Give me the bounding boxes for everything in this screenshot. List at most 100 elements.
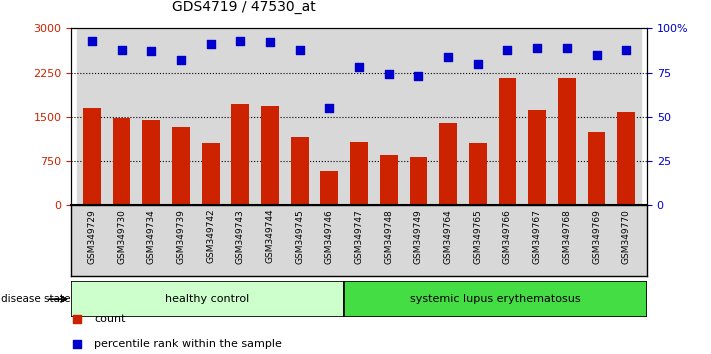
Text: healthy control: healthy control (166, 294, 250, 304)
Text: GSM349742: GSM349742 (206, 209, 215, 263)
Bar (558, 79, 576, 205)
Bar (587, 132, 606, 205)
Point (146, 48, 157, 54)
Point (205, 41, 216, 47)
Bar (196, 28, 225, 205)
Bar (404, 28, 433, 205)
Point (561, 45, 572, 51)
Bar (404, 205, 433, 276)
Bar (552, 205, 582, 276)
Bar (523, 28, 552, 205)
Text: GSM349766: GSM349766 (503, 209, 512, 264)
Point (591, 52, 602, 58)
Bar (374, 205, 404, 276)
Bar (225, 205, 255, 276)
Text: GSM349749: GSM349749 (414, 209, 423, 264)
Bar (463, 205, 493, 276)
Text: GSM349767: GSM349767 (533, 209, 542, 264)
Bar (344, 281, 647, 317)
Text: GSM349765: GSM349765 (474, 209, 482, 264)
Bar (582, 205, 611, 276)
Bar (439, 123, 457, 205)
Point (472, 61, 483, 67)
Text: GSM349744: GSM349744 (265, 209, 274, 263)
Bar (196, 205, 225, 276)
Bar (611, 28, 641, 205)
Bar (350, 142, 368, 205)
Bar (77, 28, 107, 205)
Text: GSM349764: GSM349764 (444, 209, 453, 264)
Text: systemic lupus erythematosus: systemic lupus erythematosus (410, 294, 581, 304)
Bar (285, 205, 314, 276)
Point (621, 47, 632, 52)
Bar (321, 171, 338, 205)
Bar (528, 110, 546, 205)
Text: GSM349746: GSM349746 (325, 209, 334, 264)
Bar (523, 205, 552, 276)
Text: GSM349730: GSM349730 (117, 209, 126, 264)
Text: GSM349729: GSM349729 (87, 209, 97, 264)
Text: GSM349734: GSM349734 (146, 209, 156, 264)
Bar (433, 28, 463, 205)
Bar (77, 205, 107, 276)
Bar (582, 28, 611, 205)
Bar (433, 205, 463, 276)
Text: GSM349747: GSM349747 (355, 209, 363, 264)
Bar (410, 157, 427, 205)
Text: GSM349770: GSM349770 (621, 209, 631, 264)
Bar (374, 28, 404, 205)
Bar (261, 105, 279, 205)
Bar (498, 79, 516, 205)
Bar (611, 205, 641, 276)
Point (294, 47, 305, 52)
Bar (380, 155, 397, 205)
Point (71, 316, 82, 321)
Bar (112, 118, 131, 205)
Text: GSM349743: GSM349743 (236, 209, 245, 264)
Bar (469, 143, 487, 205)
Bar (231, 104, 250, 205)
Point (86, 38, 97, 44)
Bar (166, 205, 196, 276)
Bar (552, 28, 582, 205)
Point (324, 105, 335, 111)
Point (502, 47, 513, 52)
Text: GSM349769: GSM349769 (592, 209, 601, 264)
Bar (137, 28, 166, 205)
Bar (493, 205, 523, 276)
Bar (344, 205, 374, 276)
Bar (137, 205, 166, 276)
Point (442, 54, 454, 59)
Text: GSM349745: GSM349745 (295, 209, 304, 264)
Point (264, 40, 276, 45)
Bar (71, 281, 344, 317)
Point (116, 47, 127, 52)
Bar (285, 28, 314, 205)
Point (235, 38, 246, 44)
Point (383, 72, 395, 77)
Bar (463, 28, 493, 205)
Bar (344, 28, 374, 205)
Bar (617, 112, 635, 205)
Text: percentile rank within the sample: percentile rank within the sample (94, 339, 282, 349)
Bar (172, 127, 190, 205)
Text: GSM349739: GSM349739 (176, 209, 186, 264)
Bar (225, 28, 255, 205)
Text: GDS4719 / 47530_at: GDS4719 / 47530_at (172, 0, 316, 14)
Text: count: count (94, 314, 126, 324)
Bar (202, 143, 220, 205)
Point (71, 341, 82, 347)
Bar (291, 137, 309, 205)
Bar (314, 28, 344, 205)
Point (413, 73, 424, 79)
Bar (107, 205, 137, 276)
Bar (107, 28, 137, 205)
Text: disease state: disease state (1, 294, 70, 304)
Point (175, 57, 186, 63)
Bar (493, 28, 523, 205)
Bar (255, 28, 285, 205)
Bar (83, 108, 101, 205)
Bar (314, 205, 344, 276)
Bar (166, 28, 196, 205)
Bar (255, 205, 285, 276)
